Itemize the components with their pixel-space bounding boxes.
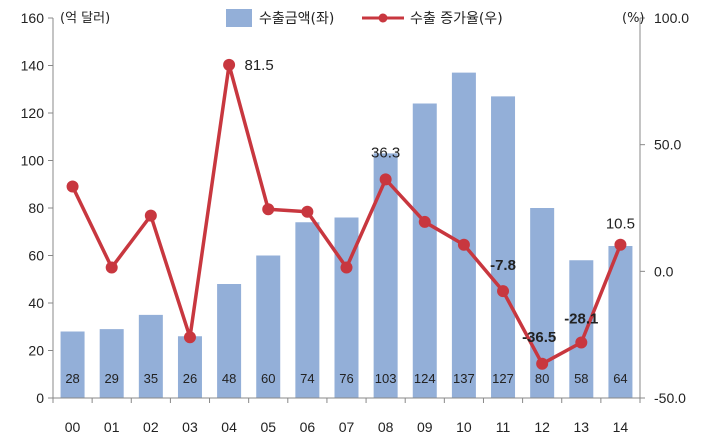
line-series-export-growth: 81.5 36.3 -7.8 -36.5 -28.1 10.5 (66, 57, 635, 370)
data-point-label: 81.5 (244, 57, 273, 74)
growth-point (614, 238, 627, 251)
data-point-label: 36.3 (371, 144, 400, 161)
growth-point (144, 209, 157, 222)
bar (569, 260, 594, 398)
bar (99, 329, 124, 398)
x-tick-label: 00 (65, 419, 81, 435)
legend-label-line: 수출 증가율(우) (410, 11, 503, 27)
bar-value-label: 60 (261, 371, 275, 386)
bar (217, 284, 242, 398)
left-tick-label: 60 (28, 248, 44, 264)
bar-value-label: 28 (65, 371, 79, 386)
x-tick-label: 03 (182, 419, 198, 435)
right-tick-label: 50.0 (654, 137, 681, 153)
bar-value-label: 35 (144, 371, 158, 386)
bar (256, 255, 281, 398)
growth-point (575, 336, 588, 349)
legend: 수출금액(좌) 수출 증가율(우) (226, 9, 503, 27)
bar (451, 72, 476, 398)
x-tick-label: 04 (221, 419, 237, 435)
x-tick-label: 11 (496, 419, 511, 435)
bar-value-label: 58 (574, 371, 588, 386)
legend-swatch-bar (226, 9, 252, 27)
growth-point (536, 357, 549, 370)
bar-value-label: 29 (104, 371, 118, 386)
bar-value-label: 48 (222, 371, 236, 386)
x-tick-label: 06 (300, 419, 316, 435)
left-tick-label: 40 (28, 295, 44, 311)
growth-point (223, 58, 236, 71)
bar (491, 96, 516, 398)
legend-swatch-marker (378, 13, 388, 23)
left-tick-label: 80 (28, 200, 44, 216)
bar (412, 103, 437, 398)
legend-label-bar: 수출금액(좌) (259, 11, 334, 27)
bar-value-label: 103 (375, 371, 397, 386)
data-point-label: -36.5 (522, 329, 556, 346)
data-point-label: -28.1 (564, 311, 598, 328)
left-tick-label: 160 (21, 10, 45, 26)
left-axis-unit-label: (억 달러) (60, 11, 110, 26)
bar-value-label: 26 (183, 371, 197, 386)
bar-value-label: 64 (613, 371, 627, 386)
bar-series-export-amount: 28 29 35 26 48 60 74 76 103 124 137 127 80 58 64 (60, 72, 633, 398)
x-tick-label: 10 (456, 419, 472, 435)
left-tick-label: 20 (28, 343, 44, 359)
growth-point (457, 238, 470, 251)
bar-value-label: 137 (453, 371, 475, 386)
bar (608, 246, 633, 398)
bar-value-label: 76 (339, 371, 353, 386)
growth-point (66, 180, 79, 193)
right-tick-label: -50.0 (654, 390, 686, 406)
x-tick-label: 13 (574, 419, 590, 435)
bar (60, 331, 85, 398)
right-tick-label: 0.0 (654, 263, 674, 279)
x-tick-label: 07 (339, 419, 355, 435)
bar-value-label: 124 (414, 371, 436, 386)
growth-point (379, 173, 392, 186)
x-tick-label: 02 (143, 419, 159, 435)
x-tick-label: 05 (260, 419, 276, 435)
x-tick-label: 09 (417, 419, 433, 435)
data-point-label: -7.8 (490, 257, 516, 274)
bar-value-label: 74 (300, 371, 314, 386)
growth-point (183, 331, 196, 344)
x-tick-label: 01 (104, 419, 120, 435)
growth-point (340, 261, 353, 274)
left-tick-label: 140 (21, 58, 45, 74)
left-tick-label: 100 (21, 153, 45, 169)
growth-point (418, 215, 431, 228)
bar (295, 222, 320, 398)
growth-point (497, 285, 510, 298)
x-tick-label: 12 (534, 419, 550, 435)
growth-point (301, 205, 314, 218)
data-point-label: 10.5 (606, 216, 635, 233)
bar-value-label: 127 (492, 371, 514, 386)
bar (138, 314, 163, 398)
left-tick-label: 0 (36, 390, 44, 406)
bar (177, 336, 202, 398)
bar-value-label: 80 (535, 371, 549, 386)
x-tick-label: 14 (613, 419, 629, 435)
right-tick-label: 100.0 (654, 10, 689, 26)
axes: 020406080100120140160-50.00.050.0100.000… (21, 10, 690, 435)
left-tick-label: 120 (21, 105, 45, 121)
x-tick-label: 08 (378, 419, 394, 435)
right-axis-unit-label: (%) (622, 11, 645, 26)
growth-point (262, 203, 275, 216)
growth-point (105, 261, 118, 274)
